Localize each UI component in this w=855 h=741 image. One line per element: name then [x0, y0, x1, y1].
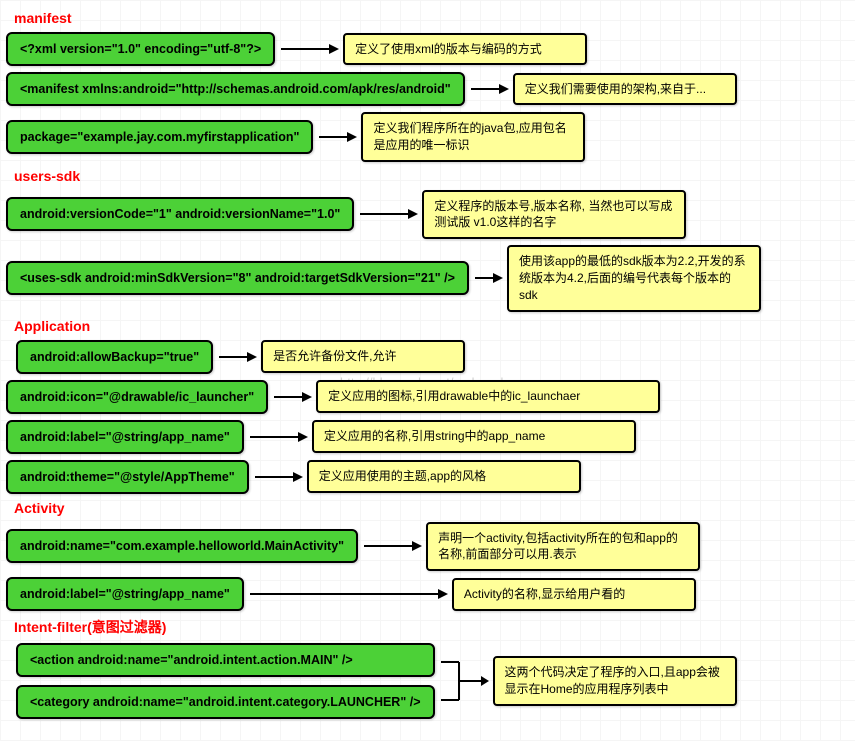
code-box: android:theme="@style/AppTheme"	[6, 460, 249, 494]
arrow-icon	[317, 130, 357, 144]
arrow-icon	[358, 207, 418, 221]
note-box: 定义应用使用的主题,app的风格	[307, 460, 581, 493]
code-box: android:name="com.example.helloworld.Mai…	[6, 529, 358, 563]
code-box: <uses-sdk android:minSdkVersion="8" andr…	[6, 261, 469, 295]
arrow-icon	[248, 587, 448, 601]
code-box: <?xml version="1.0" encoding="utf-8"?>	[6, 32, 275, 66]
row-application-2: android:label="@string/app_name" 定义应用的名称…	[6, 420, 849, 454]
arrow-icon	[248, 430, 308, 444]
note-box: 是否允许备份文件,允许	[261, 340, 465, 373]
note-box: 定义应用的图标,引用drawable中的ic_launchaer	[316, 380, 660, 413]
note-box: 定义我们程序所在的java包,应用包名是应用的唯一标识	[361, 112, 585, 162]
code-box: android:allowBackup="true"	[16, 340, 213, 374]
note-box: 使用该app的最低的sdk版本为2.2,开发的系统版本为4.2,后面的编号代表每…	[507, 245, 761, 311]
code-box: android:label="@string/app_name"	[6, 420, 244, 454]
code-box: <category android:name="android.intent.c…	[16, 685, 435, 719]
note-box: 声明一个activity,包括activity所在的包和app的名称,前面部分可…	[426, 522, 700, 572]
row-manifest-2: package="example.jay.com.myfirstapplicat…	[6, 112, 849, 162]
row-activity-0: android:name="com.example.helloworld.Mai…	[6, 522, 849, 572]
code-box: android:versionCode="1" android:versionN…	[6, 197, 354, 231]
intent-filter-codes: <action android:name="android.intent.act…	[6, 643, 435, 719]
arrow-icon	[272, 390, 312, 404]
row-activity-1: android:label="@string/app_name" Activit…	[6, 577, 849, 611]
code-box: android:label="@string/app_name"	[6, 577, 244, 611]
row-intent-filter: <action android:name="android.intent.act…	[6, 643, 849, 719]
row-manifest-1: <manifest xmlns:android="http://schemas.…	[6, 72, 849, 106]
row-application-3: android:theme="@style/AppTheme" 定义应用使用的主…	[6, 460, 849, 494]
code-box: android:icon="@drawable/ic_launcher"	[6, 380, 268, 414]
row-application-0: android:allowBackup="true" 是否允许备份文件,允许	[6, 340, 849, 374]
row-users-sdk-1: <uses-sdk android:minSdkVersion="8" andr…	[6, 245, 849, 311]
arrow-icon	[253, 470, 303, 484]
section-title-activity: Activity	[14, 500, 849, 516]
code-box: <action android:name="android.intent.act…	[16, 643, 435, 677]
section-title-intent-filter: Intent-filter(意图过滤器)	[14, 617, 849, 637]
section-title-manifest: manifest	[14, 10, 849, 26]
section-title-application: Application	[14, 318, 849, 334]
arrow-icon	[473, 271, 503, 285]
arrow-icon	[469, 82, 509, 96]
note-box: 定义我们需要使用的架构,来自于...	[513, 73, 737, 106]
note-box: Activity的名称,显示给用户看的	[452, 578, 696, 611]
code-box: <manifest xmlns:android="http://schemas.…	[6, 72, 465, 106]
note-box: 定义了使用xml的版本与编码的方式	[343, 33, 587, 66]
note-box: 定义程序的版本号,版本名称, 当然也可以写成测试版 v1.0这样的名字	[422, 190, 686, 240]
row-application-1: android:icon="@drawable/ic_launcher" 定义应…	[6, 380, 849, 414]
note-box: 定义应用的名称,引用string中的app_name	[312, 420, 636, 453]
arrow-icon	[362, 539, 422, 553]
code-box: package="example.jay.com.myfirstapplicat…	[6, 120, 313, 154]
arrow-icon	[217, 350, 257, 364]
arrow-icon	[279, 42, 339, 56]
note-box: 这两个代码决定了程序的入口,且app会被显示在Home的应用程序列表中	[493, 656, 737, 706]
section-title-users-sdk: users-sdk	[14, 168, 849, 184]
merge-arrow-icon	[439, 646, 489, 716]
row-users-sdk-0: android:versionCode="1" android:versionN…	[6, 190, 849, 240]
row-manifest-0: <?xml version="1.0" encoding="utf-8"?> 定…	[6, 32, 849, 66]
